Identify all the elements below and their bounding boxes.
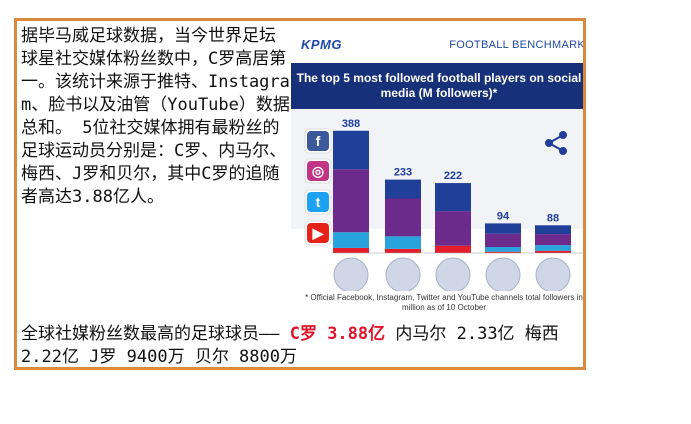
bar-segment-jrodriguez-facebook bbox=[485, 223, 521, 234]
footnote: * Official Facebook, Instagram, Twitter … bbox=[305, 293, 583, 312]
data-label: 94 bbox=[497, 210, 510, 222]
bar-segment-ronaldo-instagram bbox=[333, 169, 369, 233]
twitter-icon-glyph: t bbox=[316, 194, 321, 210]
player-avatar bbox=[535, 257, 571, 291]
bar-segment-bale-facebook bbox=[535, 225, 571, 235]
youtube-icon bbox=[307, 223, 329, 243]
player-avatar bbox=[385, 257, 421, 291]
bar-segment-messi-youtube bbox=[435, 245, 471, 253]
data-label: 388 bbox=[342, 118, 360, 130]
share-icon-line-a bbox=[548, 134, 564, 144]
bar-segment-messi-facebook bbox=[435, 183, 471, 212]
summary-highlight: C罗 3.88亿 bbox=[289, 324, 386, 344]
bar-segment-ronaldo-twitter bbox=[333, 232, 369, 248]
instagram-icon-glyph: ◎ bbox=[312, 163, 324, 179]
data-label: 233 bbox=[394, 167, 412, 179]
bar-segment-bale-youtube bbox=[535, 250, 571, 253]
bar-segment-bale-instagram bbox=[535, 234, 571, 246]
facebook-icon bbox=[307, 131, 329, 151]
description-text: 据毕马威足球数据，当今世界足坛球星社交媒体粉丝数中，C罗高居第一。该统计来源于推… bbox=[21, 26, 290, 207]
bar-segment-jrodriguez-instagram bbox=[485, 233, 521, 248]
chart-title-text: The top 5 most followed football players… bbox=[296, 71, 582, 100]
bar-segment-bale-twitter bbox=[535, 245, 571, 251]
player-avatar bbox=[333, 257, 369, 291]
twitter-icon bbox=[307, 192, 329, 212]
player-avatar bbox=[435, 257, 471, 291]
instagram-icon bbox=[307, 161, 329, 181]
bar-chart: f◎t▶388Ronaldo233Neymar222Messi94J. Rodr… bbox=[304, 118, 583, 291]
bar-segment-ronaldo-youtube bbox=[333, 247, 369, 253]
kpmg-logo: KPMG bbox=[301, 37, 342, 52]
data-label: 88 bbox=[547, 212, 559, 224]
bar-segment-neymar-facebook bbox=[385, 179, 421, 199]
infographic-panel: KPMG FOOTBALL BENCHMARK The top 5 most f… bbox=[291, 29, 585, 319]
chart-title: The top 5 most followed football players… bbox=[291, 63, 583, 109]
bar-segment-messi-instagram bbox=[435, 211, 471, 246]
bar-segment-neymar-twitter bbox=[385, 236, 421, 249]
summary-line: 全球社媒粉丝数最高的足球球员—— C罗 3.88亿 内马尔 2.33亿 梅西 2… bbox=[21, 323, 581, 367]
summary-prefix: 全球社媒粉丝数最高的足球球员—— bbox=[21, 324, 290, 344]
bar-segment-jrodriguez-youtube bbox=[485, 251, 521, 253]
bar-segment-ronaldo-facebook bbox=[333, 130, 369, 170]
content-frame: 据毕马威足球数据，当今世界足坛球星社交媒体粉丝数中，C罗高居第一。该统计来源于推… bbox=[14, 18, 586, 370]
football-benchmark-label: FOOTBALL BENCHMARK bbox=[449, 39, 585, 51]
data-label: 222 bbox=[444, 170, 462, 182]
share-icon-line-b bbox=[548, 142, 564, 152]
bar-segment-neymar-youtube bbox=[385, 248, 421, 253]
summary-suffix: 内马尔 2.33亿 梅西 2.22亿 J罗 9400万 贝尔 8800万 bbox=[21, 324, 559, 367]
bar-segment-neymar-instagram bbox=[385, 198, 421, 237]
youtube-icon-glyph: ▶ bbox=[312, 225, 325, 241]
facebook-icon-glyph: f bbox=[316, 133, 321, 149]
player-avatar bbox=[485, 257, 521, 291]
bar-segment-jrodriguez-twitter bbox=[485, 247, 521, 252]
